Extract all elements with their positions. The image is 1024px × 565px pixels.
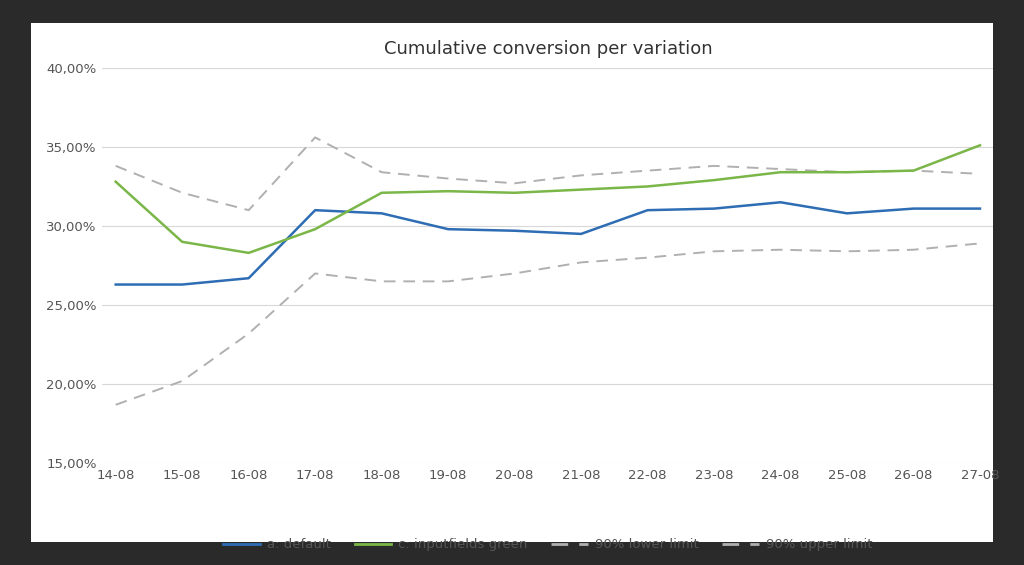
90% upper limit (974, 171, 986, 177)
a: default: (13, 0.311): default: (13, 0.311) (974, 205, 986, 212)
Line: 90% lower limit: 90% lower limit (116, 244, 980, 405)
90% upper limit (243, 207, 255, 214)
90% lower limit (708, 248, 720, 255)
90% lower limit (907, 246, 920, 253)
a: default: (1, 0.263): default: (1, 0.263) (176, 281, 188, 288)
c: inputfields green: (10, 0.334): inputfields green: (10, 0.334) (774, 169, 786, 176)
c: inputfields green: (4, 0.321): inputfields green: (4, 0.321) (376, 189, 388, 196)
c: inputfields green: (11, 0.334): inputfields green: (11, 0.334) (841, 169, 853, 176)
90% upper limit (574, 172, 587, 179)
90% upper limit (907, 167, 920, 174)
90% lower limit (110, 401, 122, 408)
90% upper limit (774, 166, 786, 172)
90% upper limit (841, 169, 853, 176)
90% lower limit (309, 270, 322, 277)
a: default: (10, 0.315): default: (10, 0.315) (774, 199, 786, 206)
a: default: (4, 0.308): default: (4, 0.308) (376, 210, 388, 217)
90% upper limit (641, 167, 653, 174)
c: inputfields green: (12, 0.335): inputfields green: (12, 0.335) (907, 167, 920, 174)
a: default: (12, 0.311): default: (12, 0.311) (907, 205, 920, 212)
90% lower limit (376, 278, 388, 285)
Line: 90% upper limit: 90% upper limit (116, 137, 980, 210)
90% lower limit (574, 259, 587, 266)
90% lower limit (243, 330, 255, 337)
a: default: (8, 0.31): default: (8, 0.31) (641, 207, 653, 214)
Line: a: default: a: default (116, 202, 980, 285)
90% upper limit (110, 163, 122, 170)
a: default: (6, 0.297): default: (6, 0.297) (509, 227, 521, 234)
Line: c: inputfields green: c: inputfields green (116, 145, 980, 253)
a: default: (9, 0.311): default: (9, 0.311) (708, 205, 720, 212)
90% upper limit (176, 189, 188, 196)
Legend: a: default, c: inputfields green, 90% lower limit, 90% upper limit: a: default, c: inputfields green, 90% lo… (218, 533, 878, 557)
90% lower limit (774, 246, 786, 253)
a: default: (3, 0.31): default: (3, 0.31) (309, 207, 322, 214)
a: default: (7, 0.295): default: (7, 0.295) (574, 231, 587, 237)
c: inputfields green: (9, 0.329): inputfields green: (9, 0.329) (708, 177, 720, 184)
90% upper limit (309, 134, 322, 141)
c: inputfields green: (0, 0.328): inputfields green: (0, 0.328) (110, 179, 122, 185)
a: default: (11, 0.308): default: (11, 0.308) (841, 210, 853, 217)
90% lower limit (974, 240, 986, 247)
c: inputfields green: (5, 0.322): inputfields green: (5, 0.322) (442, 188, 455, 194)
c: inputfields green: (3, 0.298): inputfields green: (3, 0.298) (309, 226, 322, 233)
90% upper limit (509, 180, 521, 186)
c: inputfields green: (6, 0.321): inputfields green: (6, 0.321) (509, 189, 521, 196)
c: inputfields green: (8, 0.325): inputfields green: (8, 0.325) (641, 183, 653, 190)
c: inputfields green: (13, 0.351): inputfields green: (13, 0.351) (974, 142, 986, 149)
90% lower limit (641, 254, 653, 261)
a: default: (2, 0.267): default: (2, 0.267) (243, 275, 255, 281)
a: default: (0, 0.263): default: (0, 0.263) (110, 281, 122, 288)
c: inputfields green: (2, 0.283): inputfields green: (2, 0.283) (243, 250, 255, 257)
90% lower limit (442, 278, 455, 285)
a: default: (5, 0.298): default: (5, 0.298) (442, 226, 455, 233)
90% upper limit (376, 169, 388, 176)
c: inputfields green: (7, 0.323): inputfields green: (7, 0.323) (574, 186, 587, 193)
90% upper limit (708, 163, 720, 170)
90% lower limit (841, 248, 853, 255)
90% upper limit (442, 175, 455, 182)
Title: Cumulative conversion per variation: Cumulative conversion per variation (384, 40, 712, 58)
c: inputfields green: (1, 0.29): inputfields green: (1, 0.29) (176, 238, 188, 245)
90% lower limit (509, 270, 521, 277)
90% lower limit (176, 377, 188, 384)
